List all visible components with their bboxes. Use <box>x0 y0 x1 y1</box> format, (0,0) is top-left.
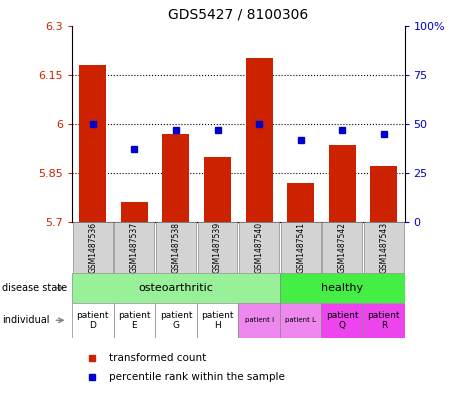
Bar <box>80 65 106 222</box>
Text: patient L: patient L <box>285 317 316 323</box>
Bar <box>246 58 272 222</box>
Bar <box>113 303 155 338</box>
Text: patient
G: patient G <box>159 310 192 330</box>
Bar <box>370 166 397 222</box>
Bar <box>239 303 280 338</box>
Bar <box>197 303 239 338</box>
Text: percentile rank within the sample: percentile rank within the sample <box>109 372 285 382</box>
Text: patient
R: patient R <box>367 310 400 330</box>
Text: patient
D: patient D <box>77 310 109 330</box>
Text: GSM1487539: GSM1487539 <box>213 222 222 273</box>
Bar <box>280 273 405 303</box>
Bar <box>280 303 321 338</box>
Bar <box>73 222 113 273</box>
Bar <box>114 222 154 273</box>
Bar <box>321 303 363 338</box>
Title: GDS5427 / 8100306: GDS5427 / 8100306 <box>168 7 308 22</box>
Bar <box>329 145 356 222</box>
FancyArrowPatch shape <box>56 286 63 290</box>
Bar <box>239 222 279 273</box>
Text: GSM1487540: GSM1487540 <box>255 222 264 273</box>
Bar <box>155 303 197 338</box>
Text: GSM1487538: GSM1487538 <box>172 222 180 273</box>
Text: patient I: patient I <box>245 317 274 323</box>
Text: GSM1487537: GSM1487537 <box>130 222 139 273</box>
Text: transformed count: transformed count <box>109 353 206 363</box>
FancyArrowPatch shape <box>56 318 63 323</box>
Bar <box>156 222 196 273</box>
Bar <box>281 222 320 273</box>
Text: GSM1487543: GSM1487543 <box>379 222 388 273</box>
Bar <box>287 183 314 222</box>
Bar <box>322 222 362 273</box>
Text: individual: individual <box>2 315 50 325</box>
Text: patient
E: patient E <box>118 310 151 330</box>
Bar <box>72 273 280 303</box>
Text: GSM1487536: GSM1487536 <box>88 222 97 273</box>
Bar <box>198 222 238 273</box>
Text: disease state: disease state <box>2 283 67 293</box>
Bar <box>363 303 405 338</box>
Text: GSM1487542: GSM1487542 <box>338 222 347 273</box>
Bar <box>364 222 404 273</box>
Bar <box>72 303 113 338</box>
Text: healthy: healthy <box>321 283 363 293</box>
Text: patient
Q: patient Q <box>326 310 359 330</box>
Text: patient
H: patient H <box>201 310 234 330</box>
Text: GSM1487541: GSM1487541 <box>296 222 305 273</box>
Bar <box>204 156 231 222</box>
Text: osteoarthritic: osteoarthritic <box>139 283 213 293</box>
Bar <box>162 134 189 222</box>
Bar <box>121 202 148 222</box>
